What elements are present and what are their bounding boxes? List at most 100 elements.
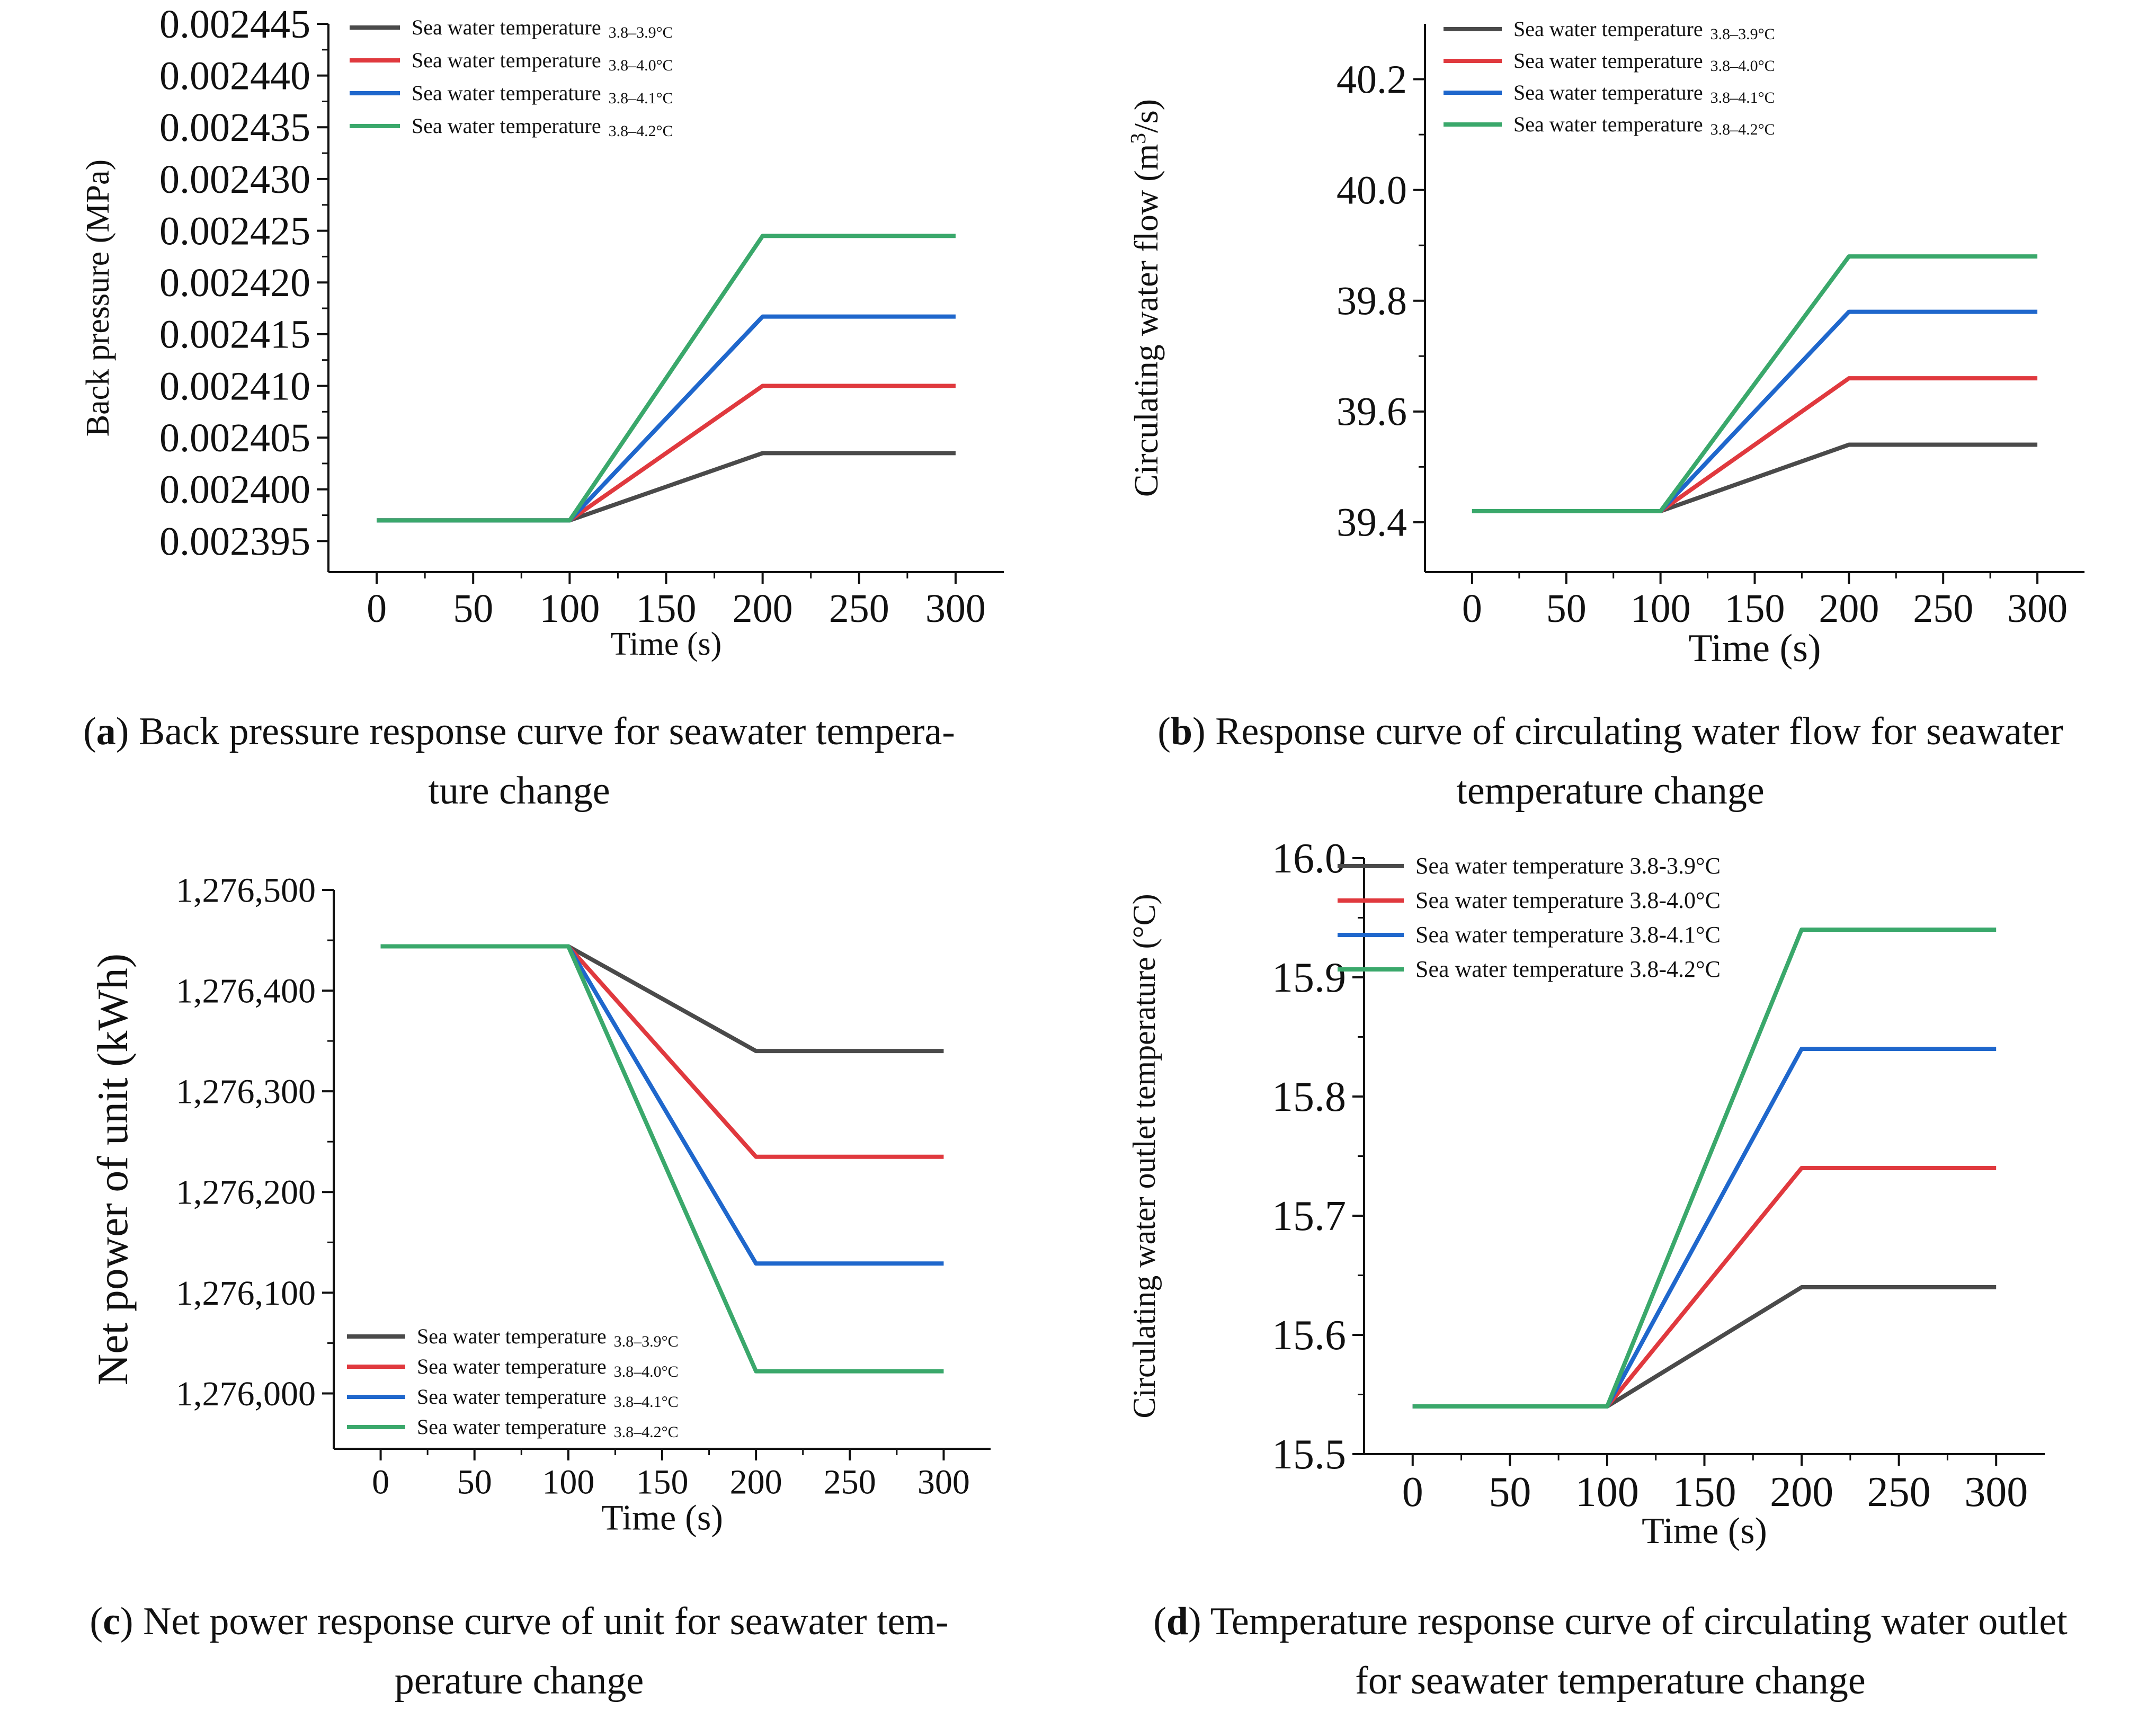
series-line-4 xyxy=(1412,928,1997,1409)
x-axis-label: Time (s) xyxy=(1642,1511,1767,1552)
caption-d: (d) Temperature response curve of circul… xyxy=(1153,1600,2068,1703)
y-tick-label: 40.2 xyxy=(1337,57,1407,102)
x-axis-label: Time (s) xyxy=(1688,627,1821,670)
y-tick-label: 1,276,200 xyxy=(176,1173,316,1212)
legend-label: Sea water temperature 3.8–3.9°C xyxy=(1513,17,1775,43)
chart-a: 0 50 100 150 200 250 300 0.002395 0.002400 0.0024… xyxy=(80,2,1004,662)
y-tick-label: 15.6 xyxy=(1272,1312,1346,1359)
y-tick-label: 15.9 xyxy=(1272,955,1346,1001)
legend-label: Sea water temperature 3.8–4.0°C xyxy=(412,48,673,74)
x-tick-label: 300 xyxy=(2007,586,2068,631)
chart-b: 0 50 100 150 200 250 300 39.4 39.6 39.8 40.0 40.2 Ti… xyxy=(1126,17,2084,670)
legend-label: Sea water temperature 3.8–4.0°C xyxy=(1513,49,1775,75)
x-tick-label: 300 xyxy=(917,1463,970,1502)
y-tick-label: 1,276,300 xyxy=(176,1073,316,1111)
x-tick-label: 200 xyxy=(1770,1469,1833,1516)
x-tick-label: 100 xyxy=(1575,1469,1639,1516)
x-tick-label: 300 xyxy=(1964,1469,2028,1516)
x-tick-label: 150 xyxy=(636,1463,689,1502)
y-axis-label: Circulating water outlet temperature (°C… xyxy=(1127,894,1162,1418)
x-tick-label: 200 xyxy=(730,1463,782,1502)
legend-label: Sea water temperature 3.8–4.1°C xyxy=(412,81,673,107)
x-tick-label: 250 xyxy=(1913,586,1973,631)
y-tick-label: 0.002420 xyxy=(159,261,310,305)
series-line-4 xyxy=(377,234,956,523)
y-tick-label: 1,276,100 xyxy=(176,1274,316,1313)
legend-label: Sea water temperature 3.8-4.0°C xyxy=(1415,887,1721,913)
series-line-3 xyxy=(1412,1047,1997,1409)
legend-label: Sea water temperature 3.8-3.9°C xyxy=(1415,853,1721,879)
x-tick-label: 100 xyxy=(542,1463,594,1502)
series-line-4 xyxy=(1472,254,2038,513)
x-axis-label: Time (s) xyxy=(601,1498,723,1538)
y-tick-label: 39.4 xyxy=(1337,501,1407,545)
x-tick-label: 0 xyxy=(1462,586,1482,631)
chart-c: 0 50 100 150 200 250 300 1,276,000 1,276,100 1,27… xyxy=(88,871,991,1538)
x-tick-label: 50 xyxy=(453,586,493,631)
caption-b: (b) Response curve of circulating water … xyxy=(1157,710,2063,813)
legend-label: Sea water temperature 3.8–4.0°C xyxy=(417,1354,679,1380)
caption-a: (a) Back pressure response curve for sea… xyxy=(83,710,955,813)
x-tick-label: 250 xyxy=(1867,1469,1931,1516)
x-tick-label: 0 xyxy=(372,1463,389,1502)
y-tick-label: 0.002435 xyxy=(159,105,310,150)
y-tick-label: 15.8 xyxy=(1272,1074,1346,1120)
x-axis-label: Time (s) xyxy=(611,626,722,662)
legend-label: Sea water temperature 3.8–4.1°C xyxy=(417,1385,679,1411)
legend-label: Sea water temperature 3.8–4.1°C xyxy=(1513,81,1775,106)
y-tick-label: 0.002425 xyxy=(159,209,310,253)
y-tick-label: 0.002440 xyxy=(159,54,310,98)
series-line-1 xyxy=(377,451,956,523)
series-line-1 xyxy=(1412,1285,1997,1409)
x-tick-label: 0 xyxy=(1402,1469,1423,1516)
legend-label: Sea water temperature 3.8–3.9°C xyxy=(412,15,673,41)
y-axis-label: Circulating water flow (m3/s) xyxy=(1126,99,1165,497)
x-tick-label: 200 xyxy=(733,586,793,631)
y-tick-label: 39.6 xyxy=(1337,390,1407,434)
series-line-1 xyxy=(380,944,944,1054)
y-tick-label: 1,276,400 xyxy=(176,972,316,1011)
y-tick-label: 1,276,000 xyxy=(176,1375,316,1413)
x-tick-label: 200 xyxy=(1819,586,1879,631)
y-tick-label: 1,276,500 xyxy=(176,871,316,910)
legend-label: Sea water temperature 3.8–4.2°C xyxy=(412,114,673,140)
y-tick-label: 0.002415 xyxy=(159,313,310,357)
series-line-3 xyxy=(377,314,956,523)
caption-c: (c) Net power response curve of unit for… xyxy=(90,1600,949,1703)
y-tick-label: 0.002400 xyxy=(159,468,310,512)
y-tick-label: 16.0 xyxy=(1272,835,1346,882)
y-tick-label: 0.002410 xyxy=(159,364,310,408)
legend-label: Sea water temperature 3.8–4.2°C xyxy=(417,1415,679,1441)
y-tick-label: 0.002405 xyxy=(159,416,310,460)
y-axis-label: Net power of unit (kWh) xyxy=(88,953,137,1385)
legend-label: Sea water temperature 3.8–4.2°C xyxy=(1513,112,1775,138)
y-tick-label: 0.002445 xyxy=(159,2,310,47)
chart-d: 0 50 100 150 200 250 300 15.5 15.6 15.7 15.8 15.9 16… xyxy=(1127,835,2045,1552)
x-tick-label: 50 xyxy=(457,1463,492,1502)
y-tick-label: 39.8 xyxy=(1337,279,1407,324)
x-tick-label: 100 xyxy=(539,586,600,631)
x-tick-label: 300 xyxy=(925,586,986,631)
x-tick-label: 0 xyxy=(367,586,387,631)
y-tick-label: 0.002395 xyxy=(159,519,310,564)
x-tick-label: 50 xyxy=(1546,586,1587,631)
y-tick-label: 0.002430 xyxy=(159,157,310,202)
x-tick-label: 250 xyxy=(829,586,889,631)
y-tick-label: 15.7 xyxy=(1272,1193,1346,1240)
x-tick-label: 150 xyxy=(1673,1469,1736,1516)
series-line-3 xyxy=(1472,309,2038,513)
y-tick-label: 40.0 xyxy=(1337,168,1407,212)
legend-label: Sea water temperature 3.8–3.9°C xyxy=(417,1324,679,1350)
x-tick-label: 50 xyxy=(1489,1469,1531,1516)
series-line-3 xyxy=(380,944,944,1266)
legend-label: Sea water temperature 3.8-4.2°C xyxy=(1415,956,1721,982)
y-axis-label: Back pressure (MPa) xyxy=(80,159,116,436)
series-line-4 xyxy=(380,944,944,1374)
x-tick-label: 100 xyxy=(1631,586,1691,631)
legend-label: Sea water temperature 3.8-4.1°C xyxy=(1415,922,1721,948)
x-tick-label: 150 xyxy=(1725,586,1785,631)
x-tick-label: 150 xyxy=(636,586,697,631)
x-tick-label: 250 xyxy=(824,1463,876,1502)
y-tick-label: 15.5 xyxy=(1272,1431,1346,1478)
series-line-1 xyxy=(1472,442,2038,513)
